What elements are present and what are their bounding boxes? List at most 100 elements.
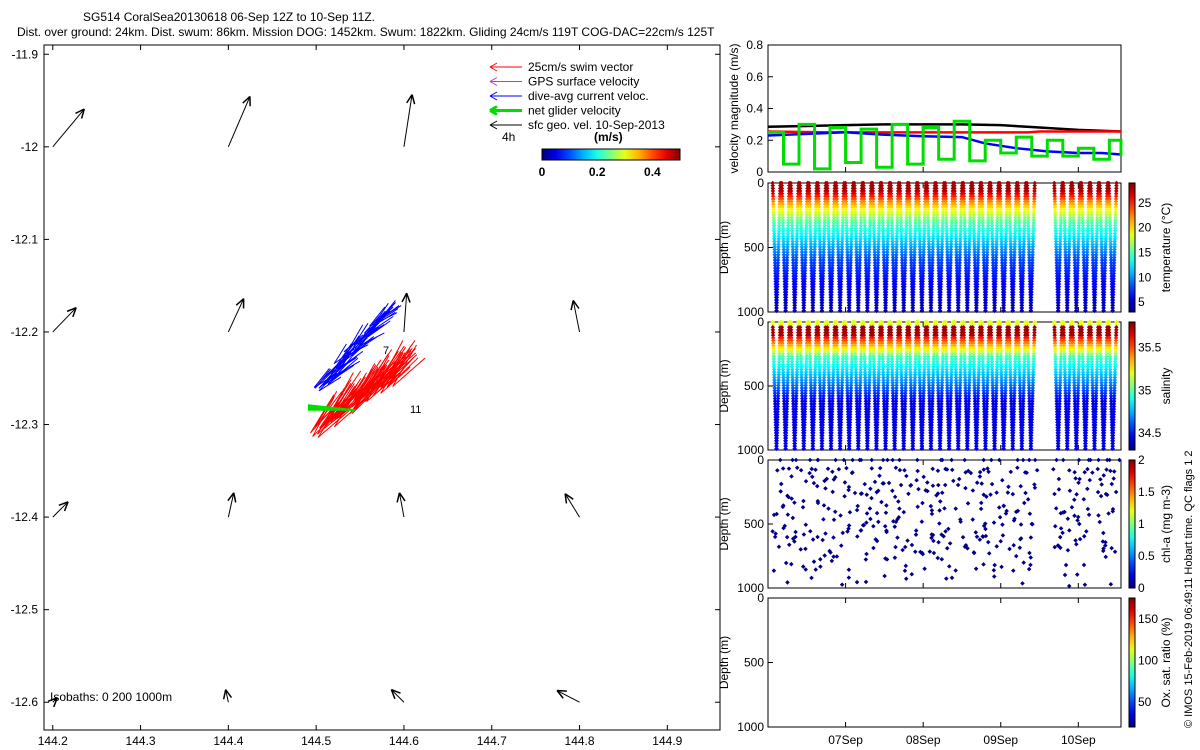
geo-vector: [52, 108, 85, 148]
isobaths-label: Isobaths: 0 200 1000m: [50, 690, 172, 704]
geo-vector-head: [47, 697, 58, 702]
colorbar-tick: 10: [1138, 270, 1152, 284]
geo-vector: [403, 94, 413, 147]
swim-vector: [392, 357, 426, 387]
colorbar-tick: 25: [1138, 196, 1152, 210]
map-colorbar-tick: 0: [539, 165, 546, 179]
swim-vector: [323, 384, 353, 426]
ylabel: Depth (m): [717, 359, 731, 412]
velocity-ytick-label: 0: [756, 165, 763, 179]
map-ytick-label: -12.4: [11, 510, 39, 524]
swim-vector: [380, 360, 408, 389]
colorbar-label: salinity: [1159, 368, 1173, 405]
velocity-ytick-label: 0.6: [746, 70, 763, 84]
geo-vector-head: [564, 493, 574, 500]
velocity-series: [767, 131, 1122, 156]
geo-vector: [556, 690, 580, 703]
geo-vector-head: [75, 108, 85, 115]
geo-vector: [52, 501, 69, 518]
dac-vector: [314, 368, 332, 389]
geo-vector-head: [391, 688, 401, 694]
velocity-series: [767, 123, 1122, 133]
geo-vector: [564, 493, 580, 518]
legend-line-head: [489, 62, 498, 68]
dac-vector: [318, 376, 342, 392]
colorbar-tick: 35: [1138, 383, 1152, 397]
geo-vector-head: [58, 501, 69, 507]
geo-vector-head: [390, 689, 396, 700]
legend-line-head: [489, 81, 498, 86]
dac-vector: [369, 306, 386, 327]
plot-title: SG514 CoralSea20130618 06-Sep 12Z to 10-…: [83, 10, 375, 24]
swim-vector: [317, 407, 345, 435]
map-annotation: 11: [410, 404, 421, 416]
map-ytick-label: -12.2: [11, 325, 39, 339]
map-xtick-label: 144.7: [477, 734, 507, 748]
legend-line-head: [489, 120, 498, 126]
geo-vector-head: [570, 300, 574, 311]
velocity-ytick-label: 0.8: [746, 38, 763, 52]
swim-vector: [334, 398, 367, 428]
colorbar-tick: 35.5: [1138, 341, 1162, 355]
dac-vector: [314, 370, 334, 389]
geo-vector: [225, 689, 229, 703]
geo-vector-head: [233, 492, 237, 503]
geo-vector: [403, 293, 408, 332]
geo-vector-head: [405, 293, 411, 303]
velocity-ytick-label: 0.4: [746, 102, 763, 116]
velocity-ytick-label: 0.2: [746, 133, 763, 147]
swim-vector: [323, 401, 358, 430]
geo-vector: [227, 96, 251, 148]
geo-vector-head: [556, 689, 567, 692]
legend-line-head: [489, 124, 498, 130]
map-ytick-label: -12.3: [11, 418, 39, 432]
map-annotation: 7: [383, 345, 389, 357]
dac-vector: [333, 343, 347, 364]
colorbar-tick: 15: [1138, 245, 1152, 259]
swim-vector: [366, 374, 398, 402]
dac-vector: [349, 324, 364, 347]
map-ytick-label: -11.9: [12, 47, 39, 61]
geo-vector-head: [80, 108, 86, 119]
colorbar-label: (m/s): [594, 130, 623, 144]
dac-vector: [341, 341, 357, 359]
map-colorbar: [541, 148, 681, 161]
panel-colorbar: [1128, 182, 1136, 313]
legend-line-head: [489, 109, 498, 116]
map-xtick-label: 144.9: [652, 734, 682, 748]
swim-vector: [312, 396, 336, 437]
map-colorbar-tick: 0.4: [644, 165, 661, 179]
dac-vector: [351, 337, 373, 357]
legend-line-head: [489, 91, 498, 97]
map-xtick-label: 144.2: [38, 734, 68, 748]
map-xtick-label: 144.5: [301, 734, 331, 748]
geo-vector-head: [227, 492, 235, 502]
panel-colorbar: [1128, 321, 1136, 451]
geo-vector: [572, 300, 581, 333]
map-ytick-label: -12.6: [11, 695, 39, 709]
dac-vector: [336, 343, 352, 366]
geo-vector-head: [53, 697, 58, 708]
geo-vector-head: [398, 492, 406, 502]
swim-vector: [351, 384, 381, 414]
geo-vector: [390, 689, 405, 703]
swim-vector: [310, 394, 335, 434]
map-xtick-label: 144.8: [565, 734, 595, 748]
legend-line-head: [489, 95, 498, 101]
dac-vector: [318, 374, 335, 392]
map-colorbar-tick: 0.2: [589, 165, 606, 179]
geo-vector: [52, 307, 77, 333]
ytick-label: 0: [757, 315, 764, 329]
geo-vector: [227, 492, 235, 518]
swim-vector: [317, 399, 343, 438]
plot-subtitle: Dist. over ground: 24km. Dist. swum: 86k…: [17, 25, 715, 39]
ylabel: Depth (m): [717, 221, 731, 274]
geo-vector-head: [564, 493, 568, 504]
colorbar-label: temperature (°C): [1159, 203, 1173, 293]
dac-vector: [313, 368, 330, 388]
geo-vector-head: [572, 300, 580, 309]
geo-vector-head: [396, 492, 401, 503]
